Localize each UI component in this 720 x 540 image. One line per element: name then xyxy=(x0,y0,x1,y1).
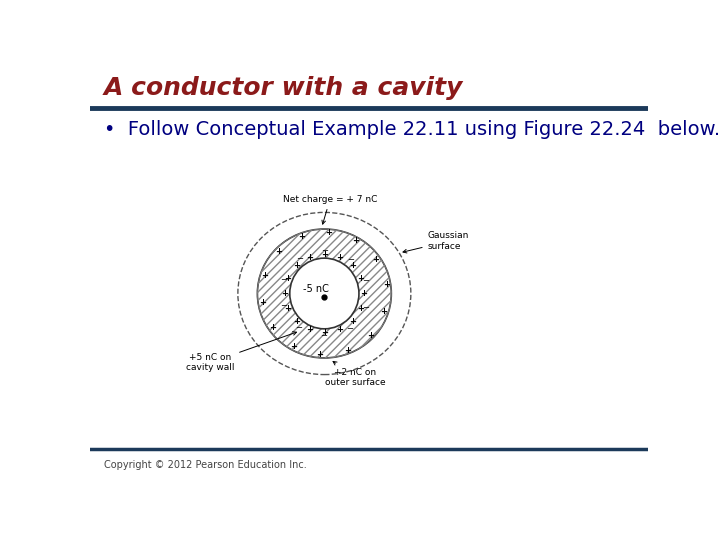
Text: +: + xyxy=(282,289,288,298)
Text: +: + xyxy=(289,342,297,351)
Text: +: + xyxy=(366,330,374,340)
Ellipse shape xyxy=(258,229,392,358)
Text: +: + xyxy=(336,253,343,262)
Text: −: − xyxy=(346,323,353,333)
Text: +: + xyxy=(321,250,328,259)
Text: +: + xyxy=(261,271,268,280)
Text: +: + xyxy=(357,274,364,283)
Text: −: − xyxy=(361,302,369,312)
Text: •  Follow Conceptual Example 22.11 using Figure 22.24  below.: • Follow Conceptual Example 22.11 using … xyxy=(104,120,720,139)
Text: Copyright © 2012 Pearson Education Inc.: Copyright © 2012 Pearson Education Inc. xyxy=(104,460,307,470)
Text: +: + xyxy=(349,261,356,271)
Text: +: + xyxy=(372,254,379,264)
Text: -5 nC: -5 nC xyxy=(303,285,329,294)
Text: −: − xyxy=(280,275,287,285)
Text: +: + xyxy=(316,350,323,359)
Text: +: + xyxy=(321,328,328,337)
Text: A conductor with a cavity: A conductor with a cavity xyxy=(104,76,464,100)
Text: +: + xyxy=(349,316,356,326)
Text: −: − xyxy=(321,247,328,255)
Text: −: − xyxy=(362,276,369,286)
Text: −: − xyxy=(295,323,302,332)
Text: +: + xyxy=(284,274,292,283)
Text: +: + xyxy=(306,325,312,334)
Text: +: + xyxy=(306,253,312,262)
Text: +: + xyxy=(275,247,282,256)
Text: +: + xyxy=(325,228,333,237)
Text: +: + xyxy=(357,304,364,313)
Text: +: + xyxy=(293,316,300,326)
Text: +5 nC on
cavity wall: +5 nC on cavity wall xyxy=(186,332,297,373)
Text: +: + xyxy=(259,298,266,307)
Text: +: + xyxy=(352,236,359,245)
Text: +: + xyxy=(336,325,343,334)
Text: +: + xyxy=(381,307,387,316)
Text: −: − xyxy=(279,301,287,310)
Text: Net charge = + 7 nC: Net charge = + 7 nC xyxy=(283,195,377,224)
Text: +: + xyxy=(284,304,292,313)
Text: Gaussian
surface: Gaussian surface xyxy=(403,232,469,253)
Text: +: + xyxy=(269,323,276,333)
Text: +: + xyxy=(361,289,367,298)
Text: +2 nC on
outer surface: +2 nC on outer surface xyxy=(325,361,385,387)
Text: −: − xyxy=(347,255,354,264)
Text: +: + xyxy=(298,232,305,241)
Text: −: − xyxy=(296,254,303,264)
Text: +: + xyxy=(382,280,390,289)
Ellipse shape xyxy=(289,258,359,329)
Text: −: − xyxy=(320,332,328,340)
Text: +: + xyxy=(343,346,351,355)
Text: +: + xyxy=(293,261,300,271)
